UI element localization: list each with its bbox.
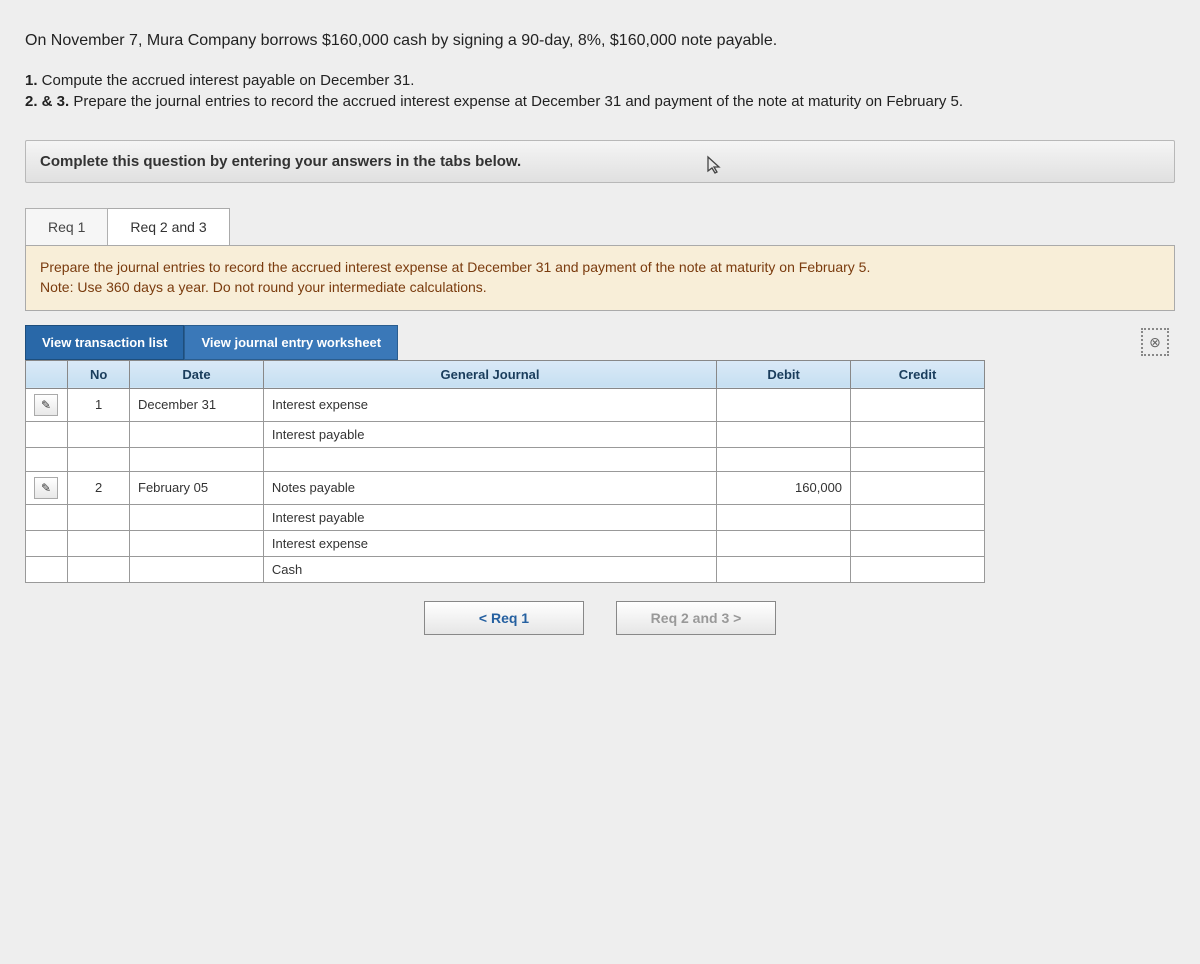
edit-header xyxy=(26,360,68,388)
cell-no[interactable] xyxy=(68,556,130,582)
edit-row-button[interactable]: ✎ xyxy=(34,394,58,416)
nav-buttons: < Req 1 Req 2 and 3 > xyxy=(25,601,1175,635)
cell-no[interactable]: 2 xyxy=(68,471,130,504)
edit-empty xyxy=(26,447,68,471)
table-row: ✎ 1 December 31 Interest expense xyxy=(26,388,985,421)
cell-no[interactable]: 1 xyxy=(68,388,130,421)
prev-req-button[interactable]: < Req 1 xyxy=(424,601,584,635)
cell-debit[interactable] xyxy=(717,388,851,421)
header-general-journal: General Journal xyxy=(263,360,716,388)
cell-date[interactable] xyxy=(130,530,264,556)
q23-text: Prepare the journal entries to record th… xyxy=(69,93,963,110)
cell-date[interactable]: December 31 xyxy=(130,388,264,421)
cell-credit[interactable] xyxy=(851,556,985,582)
cell-credit[interactable] xyxy=(851,421,985,447)
sub-tabs-row: View transaction list View journal entry… xyxy=(25,325,1175,360)
cell-credit[interactable] xyxy=(851,504,985,530)
journal-table: No Date General Journal Debit Credit ✎ 1… xyxy=(25,360,985,583)
q23-num: 2. & 3. xyxy=(25,93,69,110)
cell-gj[interactable]: Cash xyxy=(263,556,716,582)
view-transaction-list-button[interactable]: View transaction list xyxy=(25,325,184,360)
tab-req23[interactable]: Req 2 and 3 xyxy=(108,208,229,246)
edit-empty xyxy=(26,421,68,447)
table-header-row: No Date General Journal Debit Credit xyxy=(26,360,985,388)
cell-gj[interactable]: Interest payable xyxy=(263,504,716,530)
table-row-spacer xyxy=(26,447,985,471)
table-row: ✎ 2 February 05 Notes payable 160,000 xyxy=(26,471,985,504)
edit-empty xyxy=(26,504,68,530)
cell-date[interactable] xyxy=(130,421,264,447)
header-no: No xyxy=(68,360,130,388)
table-row: Cash xyxy=(26,556,985,582)
table-row: Interest payable xyxy=(26,421,985,447)
close-icon[interactable]: ⊗ xyxy=(1141,328,1169,356)
cell-no[interactable] xyxy=(68,421,130,447)
cell-gj[interactable]: Interest expense xyxy=(263,530,716,556)
header-debit: Debit xyxy=(717,360,851,388)
cell-credit[interactable] xyxy=(851,530,985,556)
edit-empty xyxy=(26,556,68,582)
question-intro: On November 7, Mura Company borrows $160… xyxy=(25,30,1175,52)
view-journal-entry-worksheet-button[interactable]: View journal entry worksheet xyxy=(184,325,398,360)
next-req-button[interactable]: Req 2 and 3 > xyxy=(616,601,776,635)
header-credit: Credit xyxy=(851,360,985,388)
instruction-text: Complete this question by entering your … xyxy=(40,153,521,170)
cell-gj[interactable]: Interest expense xyxy=(263,388,716,421)
tab-content-note: Note: Use 360 days a year. Do not round … xyxy=(40,279,487,295)
cell-date[interactable]: February 05 xyxy=(130,471,264,504)
cell-debit[interactable] xyxy=(717,447,851,471)
cell-no[interactable] xyxy=(68,530,130,556)
cursor-icon xyxy=(706,155,724,180)
cell-gj[interactable]: Notes payable xyxy=(263,471,716,504)
cell-no[interactable] xyxy=(68,504,130,530)
q1-text: Compute the accrued interest payable on … xyxy=(38,72,415,89)
cell-gj[interactable]: Interest payable xyxy=(263,421,716,447)
cell-credit[interactable] xyxy=(851,388,985,421)
table-row: Interest expense xyxy=(26,530,985,556)
cell-credit[interactable] xyxy=(851,471,985,504)
cell-date[interactable] xyxy=(130,447,264,471)
table-row: Interest payable xyxy=(26,504,985,530)
cell-no[interactable] xyxy=(68,447,130,471)
tab-content-main: Prepare the journal entries to record th… xyxy=(40,259,870,275)
cell-date[interactable] xyxy=(130,556,264,582)
cell-date[interactable] xyxy=(130,504,264,530)
cell-credit[interactable] xyxy=(851,447,985,471)
tabs-row: Req 1 Req 2 and 3 xyxy=(25,207,1175,245)
tab-content: Prepare the journal entries to record th… xyxy=(25,245,1175,310)
tab-req1[interactable]: Req 1 xyxy=(25,208,108,246)
cell-debit[interactable] xyxy=(717,504,851,530)
q1-num: 1. xyxy=(25,72,38,89)
cell-debit[interactable] xyxy=(717,556,851,582)
question-list: 1. Compute the accrued interest payable … xyxy=(25,70,1175,112)
header-date: Date xyxy=(130,360,264,388)
cell-gj[interactable] xyxy=(263,447,716,471)
edit-row-button[interactable]: ✎ xyxy=(34,477,58,499)
cell-debit[interactable] xyxy=(717,530,851,556)
cell-debit[interactable] xyxy=(717,421,851,447)
instruction-bar: Complete this question by entering your … xyxy=(25,140,1175,183)
edit-empty xyxy=(26,530,68,556)
cell-debit[interactable]: 160,000 xyxy=(717,471,851,504)
